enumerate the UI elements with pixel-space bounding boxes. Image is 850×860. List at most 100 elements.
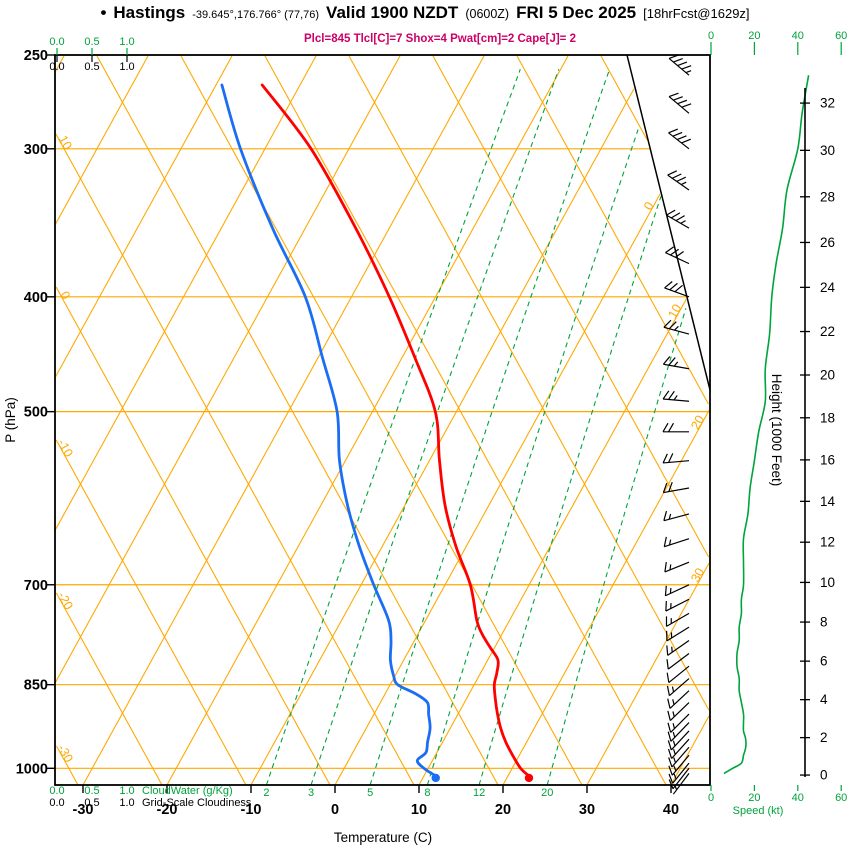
- mixing-ratio-label: 2: [263, 787, 269, 799]
- temperature-tick-label: 10: [411, 802, 427, 818]
- pressure-gridlines: [55, 54, 710, 769]
- cloudwater-top-tick: 0.0: [49, 36, 64, 48]
- pressure-tick-label: 1000: [16, 761, 48, 777]
- wind-barb: [667, 702, 690, 722]
- cloudwater-bottom-tick: 0.0: [49, 785, 64, 797]
- cloudwater-title: CloudWater (g/Kg): [142, 785, 233, 797]
- valid-time: Valid 1900 NZDT: [326, 3, 459, 22]
- adiabat-label: -20: [55, 589, 76, 612]
- isotherm-lines: [54, 55, 710, 786]
- wind-barb: [666, 626, 690, 642]
- wind-barb: [668, 767, 690, 790]
- temperature-tick-label: -30: [73, 802, 94, 818]
- height-tick-label: 26: [820, 235, 835, 250]
- adiabat-label: 0: [57, 289, 73, 302]
- isotherm-label: 0: [641, 200, 657, 213]
- plot-border: [54, 54, 711, 786]
- temperature-tick-label: -20: [157, 802, 178, 818]
- cloudiness-title: Grid-Scale Cloudiness: [142, 797, 252, 809]
- speed-tick-label: 40: [792, 30, 804, 42]
- temperature-tick-label: 0: [331, 802, 339, 818]
- pressure-tick-label: 250: [24, 48, 48, 64]
- cloudiness-bottom-tick: 0.0: [49, 797, 64, 809]
- wind-barb: [663, 510, 690, 522]
- wind-barb: [668, 762, 690, 784]
- wind-barb: [662, 481, 690, 494]
- wind-barb: [662, 453, 690, 464]
- cloudiness-bottom-tick: 0.5: [84, 797, 99, 809]
- cloudwater-top-tick: 0.5: [84, 36, 99, 48]
- wind-barb: [663, 319, 690, 335]
- adiabat-labels: 10 0 -10 -20 -30: [55, 133, 76, 765]
- height-tick-label: 6: [820, 654, 828, 669]
- station-bullet: •: [100, 3, 107, 22]
- wind-barb: [667, 713, 690, 733]
- wind-barb: [664, 281, 690, 298]
- isotherm-label: 10: [665, 302, 684, 321]
- pressure-tick-label: 300: [24, 142, 48, 158]
- wind-barbs: [662, 54, 692, 795]
- height-tick-label: 0: [820, 768, 828, 783]
- height-tick-label: 10: [820, 575, 835, 590]
- pressure-tick-label: 500: [24, 405, 48, 421]
- pressure-axis-title: P (hPa): [3, 397, 18, 443]
- cloudiness-top-tick: 0.0: [49, 61, 64, 73]
- wind-barb: [668, 746, 690, 768]
- height-tick-label: 30: [820, 143, 835, 158]
- speed-axis-title: Speed (kt): [733, 805, 784, 817]
- cloud-scales: 0.00.00.50.51.01.00.00.00.50.51.01.0Clou…: [49, 36, 252, 809]
- cloudwater-bottom-tick: 0.5: [84, 785, 99, 797]
- speed-tick-label: 60: [835, 30, 847, 42]
- wind-barb: [666, 678, 690, 697]
- wind-barb: [668, 754, 690, 776]
- pressure-tick-label: 850: [24, 678, 48, 694]
- mixing-ratio-lines: [265, 69, 687, 786]
- wind-barb: [665, 612, 690, 627]
- wind-barb: [662, 356, 690, 370]
- dry-adiabat-lines: [55, 55, 710, 786]
- height-tick-label: 16: [820, 452, 835, 467]
- wind-barb: [662, 390, 690, 402]
- wind-barb: [667, 690, 690, 709]
- dewpoint-curve: [220, 83, 438, 778]
- cloudiness-top-tick: 0.5: [84, 61, 99, 73]
- temperature-axis: -30 -20 -10 0 10 20 30 40 Temperature (C): [73, 785, 679, 845]
- adiabat-label: -30: [55, 742, 76, 765]
- height-tick-label: 8: [820, 615, 828, 630]
- wind-barb: [665, 598, 690, 612]
- cloudwater-bottom-tick: 1.0: [119, 785, 134, 797]
- wind-barb: [672, 773, 690, 795]
- pressure-tick-label: 400: [24, 290, 48, 306]
- speed-tick-label: 60: [835, 792, 847, 804]
- wind-barb: [667, 730, 690, 751]
- station-coords: -39.645°,176.766° (77,76): [192, 9, 320, 21]
- temperature-tick-label: 20: [495, 802, 511, 818]
- height-tick-label: 24: [820, 280, 836, 295]
- dewpoint-surface-dot: [431, 773, 440, 783]
- height-tick-label: 28: [820, 189, 835, 204]
- cloudiness-top-tick: 1.0: [119, 61, 134, 73]
- wind-barb: [667, 738, 690, 759]
- mixing-ratio-label: 8: [424, 787, 430, 799]
- stats-line: Plcl=845 Tlcl[C]=7 Shox=4 Pwat[cm]=2 Cap…: [304, 33, 576, 45]
- temperature-curve: [260, 83, 531, 778]
- wind-barb: [668, 92, 692, 114]
- wind-barb: [666, 209, 690, 229]
- height-tick-label: 32: [820, 96, 835, 111]
- height-tick-label: 20: [820, 368, 835, 383]
- temperature-tick-label: -10: [241, 802, 262, 818]
- mixing-ratio-labels: 2 3 5 8 12 20: [263, 787, 553, 799]
- height-axis-title: Height (1000 Feet): [769, 374, 784, 487]
- temp-surface-dot: [524, 773, 534, 783]
- mixing-ratio-label: 12: [473, 787, 485, 799]
- adiabat-label: 10: [56, 133, 75, 152]
- barb-panel-diagonal: [626, 54, 711, 391]
- height-tick-label: 2: [820, 730, 828, 745]
- wind-barb: [666, 639, 690, 656]
- wind-barb: [664, 584, 690, 597]
- cloudiness-bottom-tick: 1.0: [119, 797, 134, 809]
- speed-tick-label: 0: [708, 792, 714, 804]
- mixing-ratio-label: 20: [541, 787, 553, 799]
